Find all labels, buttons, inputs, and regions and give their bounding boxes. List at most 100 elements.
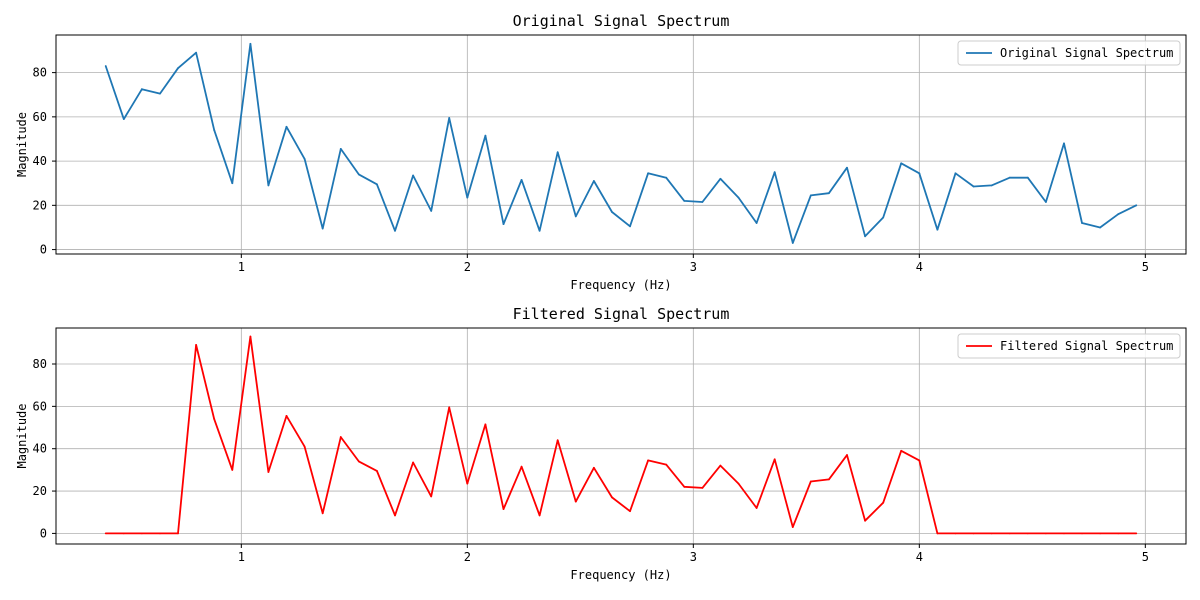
- data-point: [357, 173, 360, 176]
- x-axis-label: Frequency (Hz): [570, 568, 671, 582]
- data-point: [701, 486, 704, 489]
- data-point: [213, 418, 216, 420]
- data-point: [791, 526, 794, 528]
- data-point: [159, 532, 161, 535]
- y-axis-label: Magnitude: [15, 112, 29, 177]
- legend-box: [957, 333, 1181, 359]
- data-point: [882, 501, 885, 504]
- data-point: [592, 466, 595, 469]
- data-point: [737, 482, 740, 485]
- y-tick-label: 60: [33, 110, 47, 124]
- y-tick-label: 40: [33, 442, 47, 456]
- data-point: [412, 174, 414, 177]
- legend: Original Signal Spectrum: [957, 40, 1181, 66]
- data-point: [773, 458, 776, 461]
- data-point: [611, 496, 613, 499]
- y-axis-label: Magnitude: [15, 403, 29, 468]
- data-point: [520, 465, 523, 468]
- chart-title: Filtered Signal Spectrum: [513, 305, 730, 323]
- data-point: [611, 211, 613, 213]
- data-point: [321, 227, 324, 230]
- x-tick-label: 1: [238, 550, 245, 564]
- data-point: [177, 532, 179, 535]
- data-point: [1063, 532, 1065, 535]
- data-point: [159, 92, 161, 95]
- data-point: [177, 67, 179, 70]
- data-point: [719, 464, 722, 467]
- x-tick-label: 3: [690, 550, 697, 564]
- data-point: [936, 228, 939, 231]
- legend: Filtered Signal Spectrum: [957, 333, 1181, 359]
- data-point: [1099, 532, 1102, 535]
- data-point: [665, 463, 668, 466]
- data-point: [502, 508, 505, 510]
- data-point: [647, 172, 650, 175]
- data-point: [665, 176, 668, 179]
- x-tick-label: 2: [464, 550, 471, 564]
- data-point: [972, 532, 975, 535]
- data-point: [755, 507, 758, 509]
- data-point: [556, 151, 559, 154]
- data-point: [1135, 204, 1138, 207]
- data-point: [1044, 201, 1047, 203]
- data-point: [412, 461, 414, 464]
- data-point: [484, 134, 487, 137]
- x-axis-label: Frequency (Hz): [570, 278, 671, 292]
- plot-frame: [55, 327, 1187, 545]
- data-point: [484, 423, 487, 426]
- y-tick-label: 0: [40, 526, 47, 540]
- data-point: [846, 166, 848, 169]
- data-point: [303, 157, 306, 160]
- chart-1: 1 2 3 4 5 0 20 40 60 80 Original Signal Spectrum Fr…: [15, 12, 1187, 292]
- data-point: [864, 519, 866, 522]
- y-tick-label: 20: [33, 198, 47, 212]
- data-point: [864, 235, 866, 238]
- data-point: [954, 532, 957, 535]
- data-point: [520, 178, 523, 181]
- data-point: [809, 480, 812, 483]
- data-point: [990, 532, 993, 535]
- x-tick-label: 4: [916, 260, 923, 274]
- data-point: [647, 459, 650, 462]
- data-point: [376, 470, 378, 472]
- plot-frame: [55, 34, 1187, 255]
- chart-title: Original Signal Spectrum: [513, 12, 730, 30]
- x-tick-label: 4: [916, 550, 923, 564]
- data-point: [122, 118, 125, 120]
- data-point: [791, 242, 794, 244]
- x-tick-label: 1: [238, 260, 245, 274]
- y-tick-label: 60: [33, 399, 47, 413]
- data-point: [394, 229, 396, 232]
- data-point: [846, 454, 848, 456]
- data-point: [809, 194, 812, 197]
- data-point: [918, 172, 921, 175]
- data-point: [828, 478, 830, 481]
- y-tick-label: 20: [33, 484, 47, 498]
- data-point: [683, 485, 686, 488]
- data-point: [321, 512, 324, 515]
- x-tick-label: 5: [1142, 260, 1149, 274]
- x-tick-label: 3: [690, 260, 697, 274]
- data-point: [303, 445, 306, 448]
- data-point: [918, 459, 921, 462]
- data-point: [448, 406, 451, 409]
- data-point: [267, 471, 270, 473]
- data-point: [285, 125, 288, 128]
- data-point: [466, 196, 469, 199]
- data-point: [231, 182, 234, 185]
- y-tick-label: 80: [33, 357, 47, 371]
- data-point: [629, 225, 631, 228]
- data-point: [719, 177, 722, 180]
- data-point: [394, 514, 396, 517]
- data-point: [140, 532, 143, 535]
- data-point: [1044, 532, 1047, 535]
- legend-label: Original Signal Spectrum: [1000, 46, 1173, 60]
- data-point: [1026, 532, 1029, 535]
- y-tick-label: 40: [33, 154, 47, 168]
- data-point: [683, 200, 686, 202]
- data-point: [339, 148, 342, 150]
- x-tick-label: 5: [1142, 550, 1149, 564]
- data-point: [972, 185, 975, 188]
- data-point: [954, 172, 957, 175]
